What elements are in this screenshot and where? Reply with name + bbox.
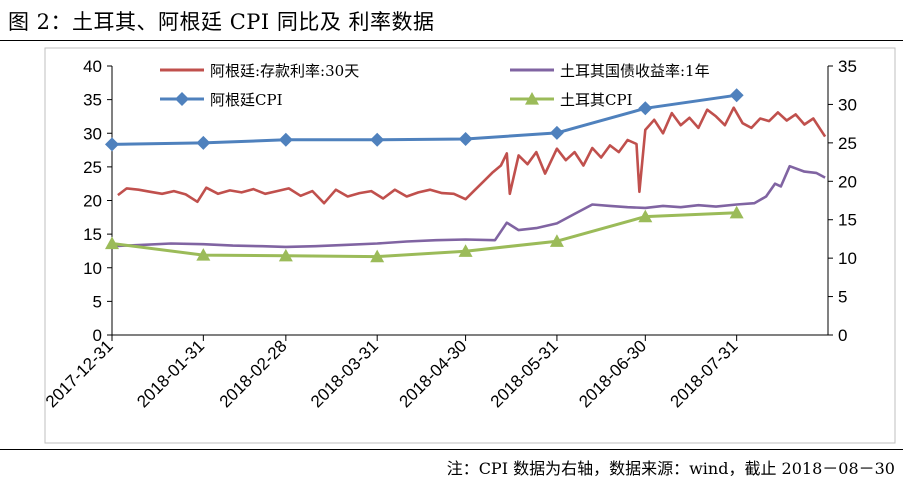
x-tick-label: 2018-04-30 bbox=[395, 336, 470, 411]
y-left-tick-label: 10 bbox=[83, 259, 102, 278]
turkey-cpi-point bbox=[458, 244, 473, 257]
y-right-tick-label: 15 bbox=[838, 211, 857, 230]
legend-argentina-cpi: 阿根廷CPI bbox=[160, 91, 283, 109]
legend-turkey-cpi: 土耳其CPI bbox=[510, 91, 633, 109]
legend-label: 土耳其国债收益率:1年 bbox=[560, 62, 710, 80]
source-note: 注：CPI 数据为右轴，数据来源：wind，截止 2018－08－30 bbox=[446, 459, 895, 478]
argentina-cpi-point bbox=[196, 135, 211, 150]
legend-label: 土耳其CPI bbox=[560, 91, 633, 109]
argentina-cpi-point bbox=[370, 132, 385, 147]
line-chart: 0 5 10 15 20 25 30 35 40 0 5 10 15 20 25 30 35 2017-12-31… bbox=[42, 47, 896, 444]
argentina-cpi-point bbox=[458, 132, 473, 147]
x-tick-label: 2018-05-31 bbox=[487, 336, 562, 411]
footer-divider bbox=[0, 449, 903, 450]
turkey-cpi-point bbox=[196, 248, 211, 261]
argentina-cpi-point bbox=[105, 137, 119, 152]
y-left-tick-label: 25 bbox=[83, 158, 102, 177]
y-right-tick-label: 30 bbox=[838, 95, 857, 114]
turkey-cpi-point bbox=[729, 205, 744, 219]
argentina-cpi-line bbox=[111, 93, 737, 146]
y-left-tick-label: 35 bbox=[83, 91, 102, 110]
legend-label: 阿根廷:存款利率:30天 bbox=[210, 62, 359, 80]
turkey-cpi-point bbox=[549, 234, 564, 247]
argentina-cpi-point bbox=[175, 92, 189, 106]
turkey-cpi-point bbox=[525, 92, 539, 105]
y-right-tick-label: 10 bbox=[838, 249, 857, 268]
turkey-cpi-point bbox=[278, 248, 293, 262]
x-tick-label: 2018-06-30 bbox=[575, 336, 650, 411]
y-right-tick-label: 0 bbox=[838, 326, 847, 345]
plot-area-frame bbox=[44, 47, 896, 444]
argentina-cpi-point bbox=[729, 88, 744, 103]
turkey-cpi-point bbox=[370, 249, 385, 263]
legend-turkey-bond-yield: 土耳其国债收益率:1年 bbox=[510, 62, 710, 80]
legend-label: 阿根廷CPI bbox=[210, 91, 283, 109]
argentina-cpi-point bbox=[638, 101, 653, 116]
x-tick-label: 2018-03-31 bbox=[307, 336, 382, 411]
argentina-cpi-point bbox=[278, 132, 293, 147]
y-left-tick-label: 20 bbox=[83, 192, 102, 211]
turkey-cpi-line bbox=[111, 211, 737, 259]
y-left-tick-label: 40 bbox=[83, 57, 102, 76]
x-tick-label: 2018-01-31 bbox=[133, 336, 208, 411]
y-right-tick-label: 5 bbox=[838, 288, 847, 307]
y-left-tick-label: 15 bbox=[83, 225, 102, 244]
turkey-bond-yield-line bbox=[111, 164, 826, 249]
y-left-tick-label: 30 bbox=[83, 124, 102, 143]
series-group bbox=[105, 88, 827, 263]
y-right-tick-label: 20 bbox=[838, 172, 857, 191]
y-right-tick-label: 35 bbox=[838, 57, 857, 76]
figure-title: 图 2：土耳其、阿根廷 CPI 同比及 利率数据 bbox=[8, 10, 435, 34]
argentina-deposit-rate-line bbox=[117, 106, 827, 205]
argentina-cpi-point bbox=[549, 125, 564, 140]
x-tick-label: 2018-07-31 bbox=[667, 336, 742, 411]
y-left-tick-label: 0 bbox=[93, 326, 102, 345]
legend-argentina-deposit-rate: 阿根廷:存款利率:30天 bbox=[160, 62, 359, 80]
y-right-tick-label: 25 bbox=[838, 134, 857, 153]
x-tick-label: 2018-02-28 bbox=[216, 336, 291, 411]
y-left-tick-label: 5 bbox=[93, 292, 102, 311]
title-divider bbox=[0, 40, 903, 41]
x-tick-label: 2017-12-31 bbox=[42, 336, 117, 411]
turkey-cpi-point bbox=[638, 209, 653, 223]
turkey-cpi-point bbox=[105, 236, 119, 250]
